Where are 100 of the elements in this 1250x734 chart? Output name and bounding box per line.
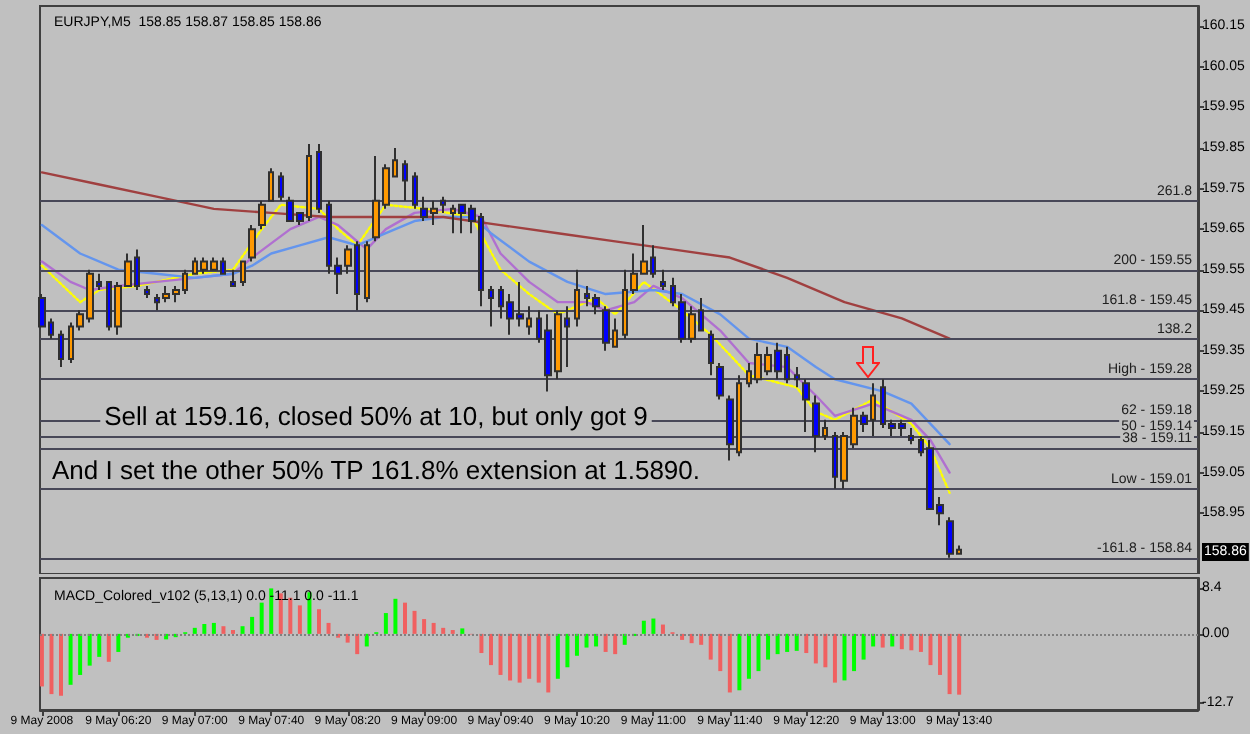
bar (68, 633, 73, 685)
bar (221, 626, 226, 634)
bar (766, 633, 771, 660)
bar (479, 633, 484, 654)
bar (708, 633, 713, 660)
bar (250, 616, 255, 634)
bar (59, 633, 64, 696)
candlestick (258, 199, 266, 231)
candlestick (364, 240, 370, 304)
bar (383, 613, 388, 634)
bar (78, 633, 83, 675)
bar (393, 598, 398, 634)
bar (852, 633, 857, 672)
candlestick (602, 305, 610, 352)
bar (641, 620, 646, 634)
candlestick (488, 284, 494, 328)
bar (938, 633, 943, 675)
bar (756, 633, 761, 672)
bar (460, 628, 465, 634)
bar (603, 633, 608, 652)
bar (441, 627, 446, 634)
bar (527, 633, 532, 679)
bar (794, 633, 799, 651)
bar (488, 633, 493, 666)
candlestick (716, 362, 724, 401)
bar (727, 633, 732, 693)
candlestick (268, 167, 274, 202)
candlestick (660, 268, 666, 291)
bar (918, 633, 923, 652)
bar (49, 633, 54, 695)
candlestick (230, 268, 236, 287)
bar (909, 633, 914, 651)
bar (813, 633, 818, 664)
bar (240, 626, 245, 634)
candlestick (240, 260, 246, 287)
bar (651, 618, 656, 634)
bar (517, 633, 522, 683)
bar (584, 633, 589, 648)
bar (259, 602, 264, 634)
bar (288, 597, 293, 634)
bar (613, 633, 618, 655)
bar (699, 633, 704, 645)
bar (785, 633, 790, 652)
candlestick (412, 171, 418, 210)
annotation: And I set the other 50% TP 161.8% extension at 1.5890. (51, 455, 701, 485)
bar (422, 619, 427, 634)
bar (192, 627, 197, 634)
bar (574, 633, 579, 656)
bar (928, 633, 933, 666)
bar (804, 633, 809, 654)
candlestick (794, 366, 800, 389)
bar (861, 633, 866, 660)
bar (106, 633, 111, 662)
bar (202, 624, 207, 634)
candlestick (144, 284, 150, 300)
bar (39, 633, 44, 687)
candlestick (402, 159, 408, 202)
bar (508, 633, 513, 681)
candlestick (316, 142, 322, 214)
bar (775, 633, 780, 655)
bar (269, 588, 274, 634)
bar (880, 633, 885, 648)
bar (957, 633, 962, 695)
bar (87, 633, 92, 666)
bar (498, 633, 503, 675)
candlestick (708, 329, 714, 377)
candlestick (440, 195, 446, 214)
candlestick (802, 378, 810, 433)
bar (842, 633, 847, 681)
candlestick (908, 426, 914, 446)
bar (718, 633, 723, 672)
bar (737, 633, 742, 691)
bar (412, 610, 417, 634)
candlestick (574, 268, 580, 328)
bar (899, 633, 904, 650)
line-series (40, 171, 951, 340)
bar (97, 633, 102, 657)
bar (823, 633, 828, 668)
bar (316, 609, 321, 634)
bar (832, 633, 837, 683)
bar (297, 605, 302, 634)
bar (355, 633, 360, 655)
bar (402, 602, 407, 634)
bar (746, 633, 751, 679)
bar (536, 633, 541, 683)
bar (211, 622, 216, 634)
bar (431, 622, 436, 634)
bar (622, 633, 627, 645)
bar (565, 633, 570, 668)
candlestick (278, 171, 284, 202)
bar (660, 624, 665, 634)
bar (116, 633, 121, 652)
bar (947, 633, 952, 695)
candlestick (946, 516, 954, 559)
bar (555, 633, 560, 679)
candlestick (248, 224, 256, 263)
candlestick (58, 329, 64, 369)
candlestick (592, 293, 600, 316)
bar (546, 633, 551, 693)
annotation: Sell at 159.16, closed 50% at 10, but only got 9 (104, 401, 648, 431)
